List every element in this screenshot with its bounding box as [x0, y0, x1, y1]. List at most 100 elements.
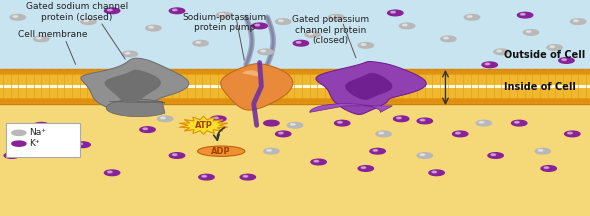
Circle shape — [217, 12, 232, 18]
Circle shape — [455, 132, 460, 134]
Circle shape — [182, 70, 192, 73]
Circle shape — [52, 99, 61, 103]
Circle shape — [517, 12, 533, 18]
Circle shape — [351, 70, 360, 73]
Circle shape — [278, 132, 283, 134]
Circle shape — [374, 99, 384, 103]
Circle shape — [261, 50, 266, 52]
Circle shape — [199, 174, 214, 180]
Circle shape — [512, 99, 522, 103]
Circle shape — [417, 118, 432, 124]
Circle shape — [504, 70, 514, 73]
Circle shape — [343, 70, 353, 73]
Circle shape — [274, 70, 284, 73]
Circle shape — [75, 142, 90, 148]
Circle shape — [113, 70, 123, 73]
Circle shape — [566, 70, 575, 73]
Circle shape — [305, 70, 314, 73]
Text: ATP: ATP — [195, 121, 212, 130]
Bar — [0, 85, 590, 88]
Circle shape — [21, 70, 31, 73]
Circle shape — [571, 19, 586, 24]
Circle shape — [412, 70, 422, 73]
Circle shape — [34, 36, 49, 42]
Bar — [0, 98, 590, 104]
Circle shape — [417, 153, 432, 158]
Circle shape — [274, 99, 284, 103]
Circle shape — [190, 99, 199, 103]
Circle shape — [48, 132, 53, 134]
Circle shape — [296, 41, 301, 43]
Circle shape — [282, 99, 291, 103]
Circle shape — [267, 70, 276, 73]
Circle shape — [543, 70, 552, 73]
Polygon shape — [310, 104, 392, 112]
Circle shape — [429, 170, 444, 176]
Circle shape — [98, 99, 107, 103]
Circle shape — [78, 143, 83, 145]
Circle shape — [489, 70, 499, 73]
Circle shape — [420, 154, 425, 156]
Circle shape — [290, 70, 299, 73]
Circle shape — [10, 14, 25, 20]
Circle shape — [37, 124, 41, 125]
Circle shape — [104, 8, 120, 14]
Circle shape — [420, 70, 430, 73]
Circle shape — [435, 70, 445, 73]
Text: Gated potassium
channel protein
(closed): Gated potassium channel protein (closed) — [292, 15, 369, 45]
Circle shape — [313, 70, 322, 73]
Text: Outside of Cell: Outside of Cell — [504, 50, 586, 60]
Circle shape — [366, 70, 376, 73]
Circle shape — [106, 99, 115, 103]
Circle shape — [581, 70, 590, 73]
Circle shape — [172, 154, 177, 156]
Circle shape — [14, 70, 23, 73]
Circle shape — [152, 70, 161, 73]
Circle shape — [361, 167, 366, 168]
Circle shape — [573, 99, 583, 103]
Circle shape — [544, 167, 549, 168]
Circle shape — [152, 99, 161, 103]
Circle shape — [45, 131, 61, 137]
Circle shape — [297, 70, 307, 73]
Circle shape — [451, 99, 460, 103]
Circle shape — [34, 122, 49, 128]
Circle shape — [581, 99, 590, 103]
Circle shape — [278, 20, 283, 22]
Polygon shape — [81, 58, 189, 114]
Text: Cell membrane: Cell membrane — [18, 30, 88, 39]
Circle shape — [443, 99, 453, 103]
Circle shape — [489, 99, 499, 103]
Circle shape — [214, 117, 218, 119]
Circle shape — [107, 171, 112, 173]
Circle shape — [305, 99, 314, 103]
Circle shape — [482, 62, 497, 68]
Circle shape — [320, 99, 330, 103]
Circle shape — [535, 70, 545, 73]
Circle shape — [252, 23, 267, 29]
Circle shape — [397, 99, 407, 103]
Circle shape — [259, 99, 268, 103]
Circle shape — [337, 121, 342, 123]
Circle shape — [228, 70, 238, 73]
Circle shape — [336, 70, 345, 73]
Circle shape — [267, 99, 276, 103]
Circle shape — [382, 70, 391, 73]
Circle shape — [290, 124, 295, 125]
Circle shape — [366, 99, 376, 103]
Circle shape — [149, 26, 153, 28]
Circle shape — [282, 70, 291, 73]
Circle shape — [167, 99, 176, 103]
Circle shape — [466, 99, 476, 103]
Circle shape — [44, 99, 54, 103]
Circle shape — [198, 99, 207, 103]
Circle shape — [405, 99, 414, 103]
Circle shape — [236, 70, 245, 73]
Circle shape — [264, 148, 279, 154]
Circle shape — [90, 70, 100, 73]
Circle shape — [67, 70, 77, 73]
Circle shape — [458, 99, 468, 103]
Circle shape — [485, 63, 490, 65]
Circle shape — [520, 99, 529, 103]
Circle shape — [396, 117, 401, 119]
